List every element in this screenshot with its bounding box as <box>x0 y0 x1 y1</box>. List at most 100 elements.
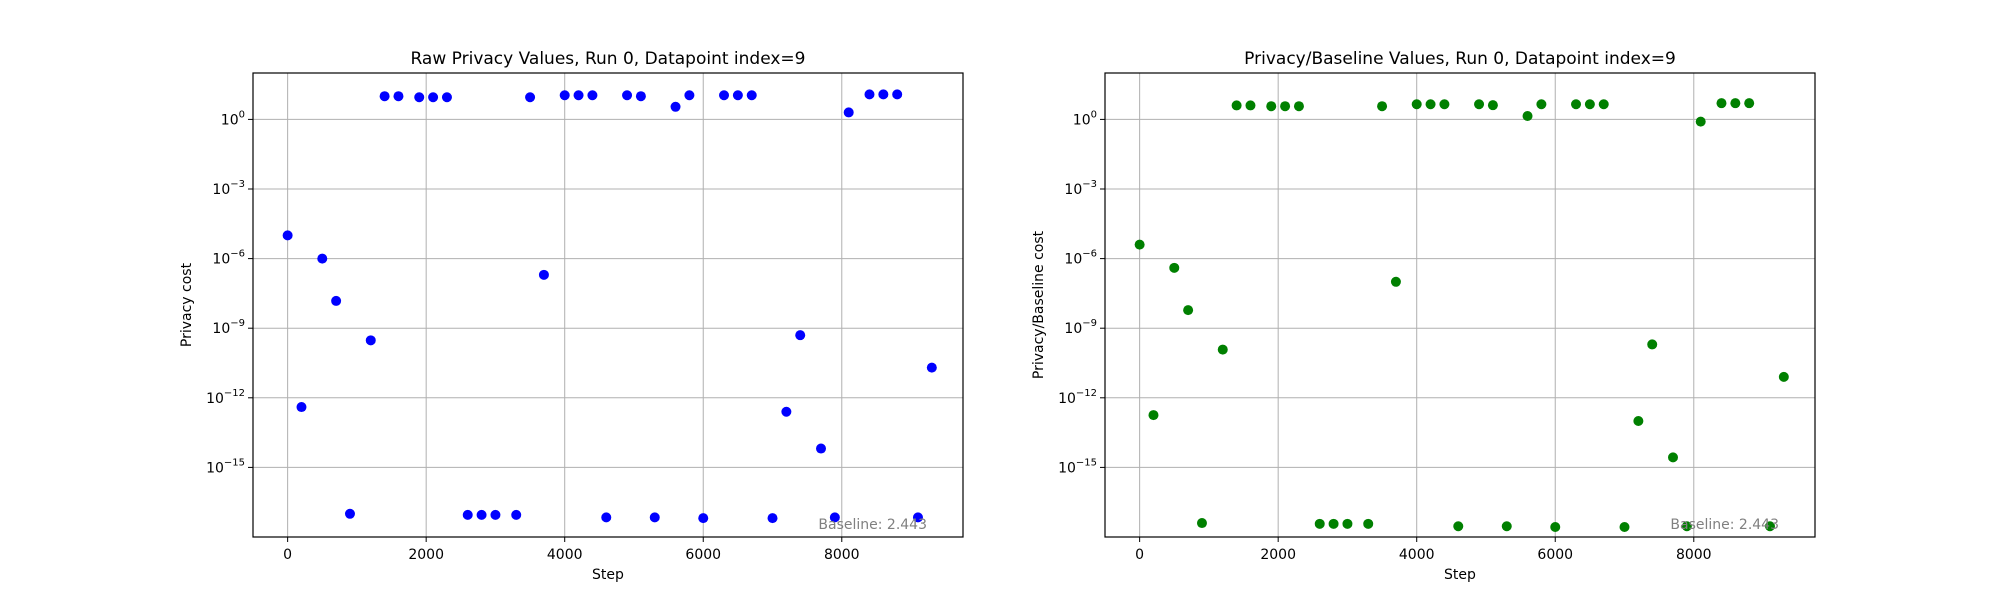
data-point <box>684 90 695 101</box>
data-point <box>428 92 439 103</box>
y-tick-label: 10−3 <box>212 179 245 198</box>
x-tick-label: 0 <box>1135 547 1144 563</box>
data-point <box>344 508 355 519</box>
data-point <box>559 90 570 101</box>
y-tick-label: 100 <box>1073 109 1097 128</box>
data-point <box>1134 239 1145 250</box>
data-point <box>441 92 452 103</box>
data-point <box>698 513 709 524</box>
x-tick-label: 8000 <box>1676 547 1712 563</box>
data-point <box>1668 452 1678 463</box>
data-point <box>719 90 730 101</box>
data-point <box>1584 99 1595 110</box>
data-point <box>296 402 307 413</box>
data-point <box>365 335 376 346</box>
data-point <box>1231 100 1242 111</box>
y-tick-label: 10−9 <box>212 318 245 337</box>
baseline-annotation: Baseline: 2.443 <box>818 517 927 533</box>
data-point <box>732 90 743 101</box>
x-tick-label: 2000 <box>408 547 444 563</box>
data-point <box>635 91 646 102</box>
data-point <box>926 362 937 373</box>
data-point <box>1778 371 1789 382</box>
data-point <box>1280 101 1291 112</box>
data-point <box>892 89 903 100</box>
data-point <box>1536 99 1547 110</box>
data-point <box>1730 98 1741 109</box>
chart-privacy-baseline: 0 2000 4000 6000 8000 10−15 10−12 10−9 10−6 10−3 1… <box>1031 49 1816 583</box>
data-point <box>1314 518 1325 529</box>
y-tick-label: 10−15 <box>1058 457 1097 476</box>
data-point <box>1183 305 1194 316</box>
data-point <box>795 330 806 341</box>
data-point <box>1217 344 1228 355</box>
x-tick-label: 6000 <box>685 547 721 563</box>
x-tick-label: 2000 <box>1260 547 1296 563</box>
data-point <box>1342 518 1353 529</box>
data-point <box>331 295 342 306</box>
data-point <box>1439 99 1450 110</box>
data-point <box>746 90 757 101</box>
x-tick-label: 4000 <box>547 547 583 563</box>
data-point <box>1744 98 1755 109</box>
data-point <box>1411 99 1422 110</box>
data-point <box>670 101 681 112</box>
data-point <box>829 512 840 523</box>
y-axis-label: Privacy/Baseline cost <box>1031 230 1047 379</box>
data-point <box>476 509 487 520</box>
data-point <box>1453 521 1464 532</box>
data-point <box>1598 99 1609 110</box>
data-point <box>878 89 889 100</box>
plot-frame <box>252 72 964 538</box>
y-tick-label: 10−6 <box>1064 249 1097 268</box>
data-point <box>317 253 328 264</box>
data-point <box>1390 276 1401 287</box>
data-point <box>1716 98 1727 109</box>
data-point <box>1681 521 1692 532</box>
data-point <box>622 90 633 101</box>
data-point <box>1764 521 1775 532</box>
x-tick-label: 0 <box>283 547 292 563</box>
data-point <box>1550 521 1561 532</box>
y-tick-label: 100 <box>221 109 245 128</box>
data-point <box>1474 99 1485 110</box>
data-point <box>1196 518 1207 529</box>
data-point <box>1487 100 1498 111</box>
data-point <box>1522 111 1533 122</box>
data-point <box>1425 99 1436 110</box>
data-point <box>587 90 598 101</box>
data-point <box>816 443 826 454</box>
data-point <box>1619 521 1630 532</box>
data-point <box>393 91 404 102</box>
y-tick-label: 10−6 <box>212 249 245 268</box>
data-point <box>781 406 792 417</box>
data-point <box>282 230 293 241</box>
y-tick-label: 10−9 <box>1064 318 1097 337</box>
data-point <box>1293 101 1304 112</box>
data-point <box>1245 100 1256 111</box>
data-point <box>1169 262 1180 273</box>
data-point <box>843 107 854 118</box>
data-point <box>601 512 612 523</box>
data-point <box>1501 521 1512 532</box>
y-axis-label: Privacy cost <box>179 262 195 347</box>
chart-title: Privacy/Baseline Values, Run 0, Datapoin… <box>1244 49 1676 69</box>
data-point <box>1647 339 1658 350</box>
plot-frame <box>1104 72 1816 538</box>
data-point <box>1148 410 1159 421</box>
data-point <box>525 92 536 103</box>
data-point <box>1328 518 1339 529</box>
data-point <box>1377 101 1388 112</box>
data-point <box>1266 101 1277 112</box>
x-tick-label: 6000 <box>1537 547 1573 563</box>
data-point <box>1363 518 1374 529</box>
data-point <box>462 509 473 520</box>
data-point <box>649 512 660 523</box>
chart-title: Raw Privacy Values, Run 0, Datapoint ind… <box>410 49 805 69</box>
data-point <box>1633 416 1644 426</box>
data-point <box>1695 116 1706 127</box>
data-point <box>767 513 778 524</box>
data-point <box>573 90 584 101</box>
x-axis-label: Step <box>592 567 624 583</box>
